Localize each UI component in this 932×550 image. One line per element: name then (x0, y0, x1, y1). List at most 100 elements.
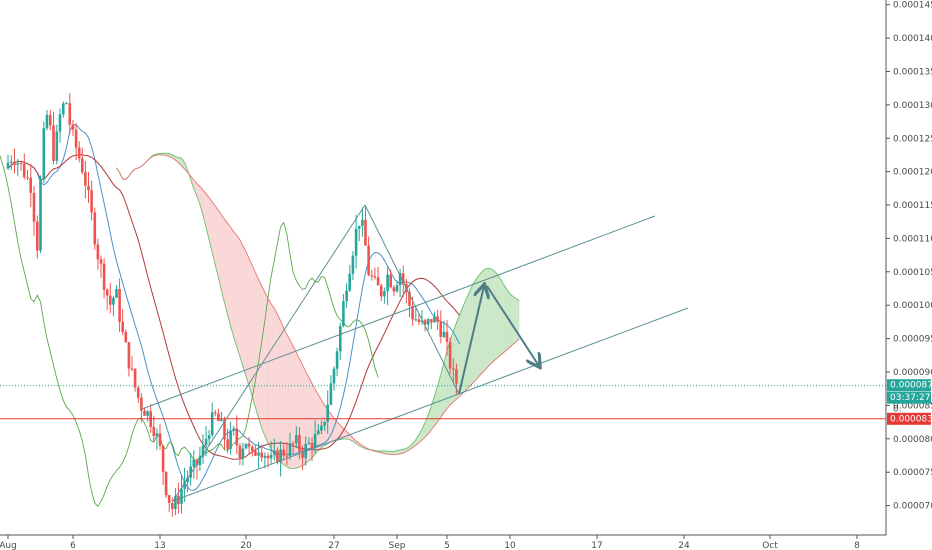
candle (285, 442, 289, 466)
cloud-segment (494, 271, 498, 361)
candle (445, 320, 449, 356)
candle (52, 111, 55, 165)
candle (395, 280, 399, 293)
candle (155, 428, 159, 450)
candle (452, 358, 455, 382)
time-tick-label: 5 (444, 541, 450, 550)
cloud-segment (397, 449, 401, 455)
cloud-segment (193, 180, 197, 197)
candle (84, 160, 87, 199)
candle (238, 443, 242, 466)
candle (269, 440, 273, 464)
candle (74, 123, 78, 160)
cloud-segment (487, 268, 492, 367)
cloud-segment (246, 251, 250, 387)
time-tick-label: 10 (504, 541, 516, 550)
trend-drawings (141, 204, 689, 502)
time-tick-label: 17 (591, 541, 602, 550)
ichimoku-cloud (116, 152, 520, 470)
candle (398, 268, 402, 298)
candle (354, 214, 358, 269)
candle (36, 215, 39, 259)
price-tick-label: 0.00007500 (893, 468, 932, 478)
cloud-segment (283, 327, 287, 467)
candle (379, 283, 383, 302)
cloud-segment (239, 239, 243, 367)
price-tick-label: 0.00014500 (893, 1, 932, 11)
cloud-segment (337, 421, 341, 441)
candle (288, 432, 292, 461)
price-axis[interactable]: 0.00007000 0.00007500 0.00008000 0.00008500… (885, 0, 932, 535)
candle (164, 471, 168, 498)
candle (364, 206, 367, 246)
candle (171, 497, 174, 517)
cloud-segment (212, 201, 216, 265)
price-tick-label: 0.00011500 (893, 201, 932, 211)
cloud-segment (233, 231, 237, 347)
cloud-segment (274, 308, 278, 459)
candle (323, 421, 326, 431)
candle (448, 337, 452, 374)
candle (174, 488, 177, 516)
candle (58, 108, 62, 143)
candle (81, 147, 84, 175)
candle (77, 141, 81, 163)
price-tick-label: 0.00013000 (893, 101, 932, 111)
candle (279, 441, 282, 477)
price-tick-label: 0.00008000 (893, 435, 932, 445)
time-tick-label: Oct (762, 541, 778, 550)
candle (326, 390, 329, 434)
candle (420, 310, 424, 325)
candle (109, 282, 112, 314)
cloud-segment (422, 422, 426, 441)
candle (143, 408, 146, 416)
candle (90, 180, 93, 221)
cloud-segment (271, 303, 275, 455)
candle (370, 269, 374, 281)
base-line (7, 154, 460, 460)
cloud-segment (277, 314, 281, 462)
candle (16, 159, 19, 177)
candle (167, 494, 171, 512)
price-tick-label: 0.00012000 (893, 168, 932, 178)
candle (87, 172, 90, 203)
time-tick-label: 27 (328, 541, 339, 550)
candle (180, 475, 183, 514)
time-tick-label: 24 (678, 541, 690, 550)
candle (442, 320, 446, 339)
candle (62, 101, 65, 118)
price-tick-label: 0.00012500 (893, 134, 932, 144)
candle (361, 207, 364, 237)
candle (217, 408, 220, 422)
level-badge-text: 0.00008300 (890, 414, 932, 424)
span-a (116, 152, 520, 470)
candle (376, 267, 380, 286)
candle (93, 207, 97, 250)
candle (383, 287, 386, 304)
cloud-segment (255, 272, 259, 419)
cloud-segment (236, 235, 240, 357)
cloud-segment (390, 451, 394, 455)
cloud-segment (252, 265, 256, 408)
cloud-segment (242, 245, 246, 376)
candle (71, 120, 75, 137)
countdown-badge: 03:37:27 (887, 391, 931, 404)
candle (29, 163, 32, 208)
cloud-segment (459, 306, 463, 397)
price-tick-label: 0.00010000 (893, 301, 932, 311)
candle (417, 313, 421, 326)
candle (55, 124, 59, 165)
candle (263, 452, 267, 469)
time-axis[interactable]: Aug 6 13 20 27 Sep 5 10 17 24 Oct 8 (0, 534, 886, 550)
candle (195, 458, 199, 480)
cloud-segment (249, 258, 253, 397)
cloud-segment (418, 429, 422, 443)
candle (241, 442, 245, 466)
cloud-segment (268, 298, 272, 450)
candle (257, 441, 260, 469)
level-badge: 0.00008300 (887, 412, 932, 425)
candle (6, 154, 10, 170)
cloud-segment (481, 269, 485, 374)
candle (214, 409, 217, 417)
